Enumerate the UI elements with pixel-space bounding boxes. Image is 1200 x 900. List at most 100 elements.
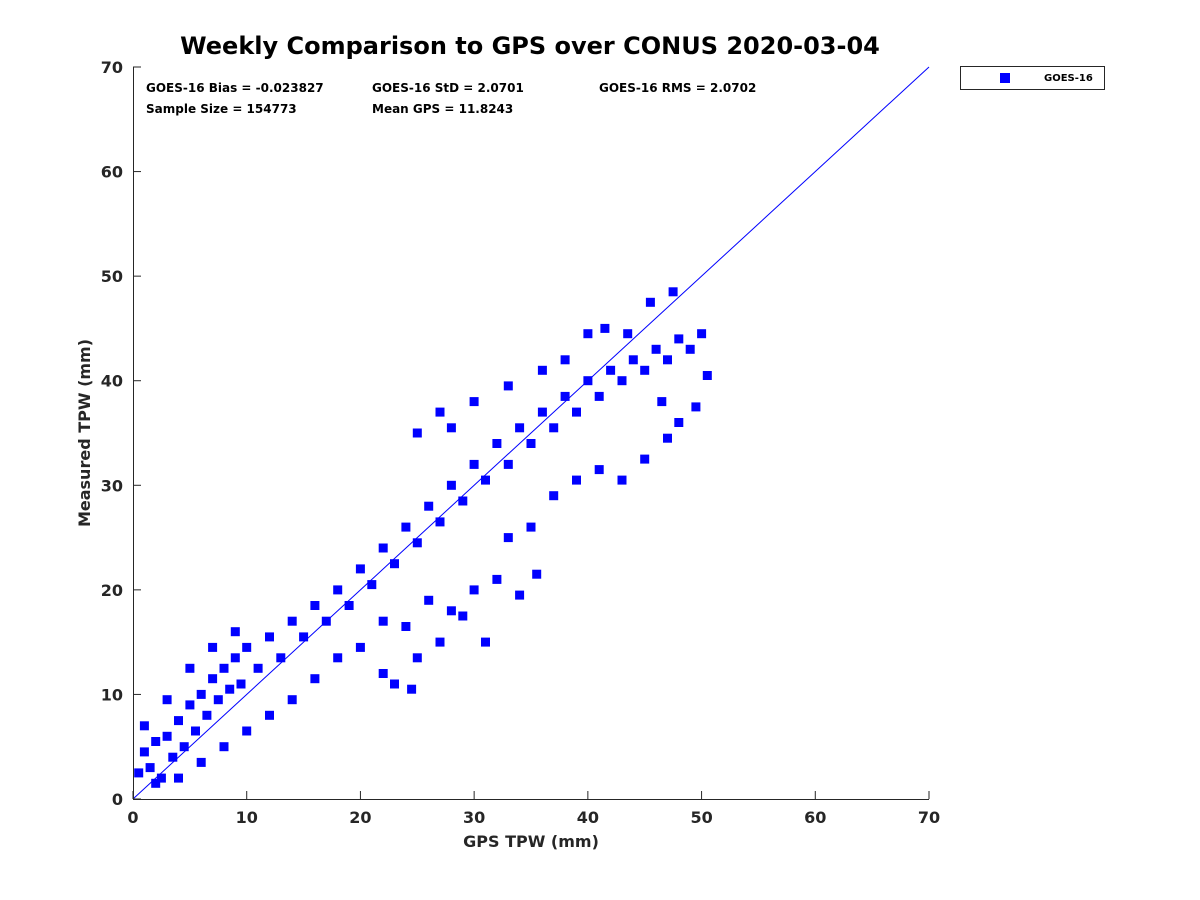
data-point [219,742,229,752]
data-point [515,590,525,600]
data-point [287,616,297,626]
data-point [668,287,678,297]
y-tick-label: 50 [101,267,123,286]
data-point [162,695,172,705]
data-point [458,611,468,621]
data-point [151,737,161,746]
legend: GOES-16 [960,66,1105,90]
x-tick-label: 30 [463,808,485,827]
data-point [628,355,638,365]
data-point [600,323,610,333]
data-point [151,778,161,788]
stat-bias: GOES-16 Bias = -0.023827 [146,81,324,95]
data-point [674,334,684,344]
data-point [537,407,547,417]
data-point [526,439,536,448]
data-point [503,381,513,391]
data-point [174,773,183,783]
data-point [412,538,422,548]
data-point [185,700,195,710]
data-point [702,371,712,380]
data-point [196,757,206,767]
data-point [134,768,144,778]
data-point [174,716,183,726]
data-point [469,585,479,595]
data-point [526,522,536,532]
data-point [185,663,195,673]
data-point [435,637,445,647]
stat-std: GOES-16 StD = 2.0701 [372,81,524,95]
data-point [503,533,513,543]
data-point [310,674,320,684]
data-point [225,684,235,694]
data-point [481,637,490,647]
y-tick-label: 30 [101,476,123,495]
y-tick-label: 0 [112,790,123,809]
y-tick-label: 10 [101,685,123,704]
data-point [617,475,627,485]
data-point [645,297,655,307]
data-point [390,559,399,569]
data-point [299,632,309,642]
x-ticks: 0 10 20 30 40 50 60 70 [127,791,940,827]
y-axis-label: Measured TPW (mm) [75,339,94,527]
data-point [697,329,707,339]
y-tick-label: 20 [101,581,123,600]
chart-title: Weekly Comparison to GPS over CONUS 2020… [180,32,880,60]
data-point [219,663,229,673]
data-point [208,642,218,652]
data-point [691,402,701,412]
data-point [344,601,354,610]
data-point [663,433,672,443]
data-point [355,642,365,652]
data-point [446,480,456,490]
data-point [145,763,155,773]
data-point [458,496,468,506]
data-point [242,642,252,652]
data-point [367,580,377,590]
data-point [623,329,633,339]
data-point [685,344,695,354]
data-point [583,329,593,339]
data-point [139,747,149,757]
data-point [139,721,149,731]
stat-rms: GOES-16 RMS = 2.0702 [599,81,756,95]
data-point [253,663,263,673]
x-tick-label: 70 [918,808,940,827]
data-point [162,731,172,741]
data-point [446,606,456,616]
data-point [640,454,650,464]
stat-mean-gps: Mean GPS = 11.8243 [372,102,513,116]
x-tick-label: 0 [127,808,138,827]
data-point [492,574,502,584]
data-point [390,679,399,689]
data-point [532,569,542,579]
reference-line [132,66,930,800]
data-point [424,501,434,511]
data-point [663,355,672,365]
data-point [469,397,479,407]
points-layer [134,287,712,788]
data-point [424,595,434,605]
data-point [469,459,479,469]
data-point [230,627,240,637]
data-point [265,632,274,642]
data-point [435,517,445,527]
y-tick-label: 70 [101,58,123,77]
legend-label: GOES-16 [1044,73,1093,84]
x-tick-label: 50 [690,808,712,827]
data-point [572,407,581,417]
data-point [515,423,525,433]
data-point [208,674,218,684]
data-point [503,459,513,469]
stat-sample-size: Sample Size = 154773 [146,102,297,116]
data-point [401,522,411,532]
data-point [549,423,559,433]
data-point [276,653,286,663]
data-point [265,710,274,720]
data-point [333,653,343,663]
data-point [287,695,297,705]
data-point [202,710,212,720]
data-point [242,726,252,736]
